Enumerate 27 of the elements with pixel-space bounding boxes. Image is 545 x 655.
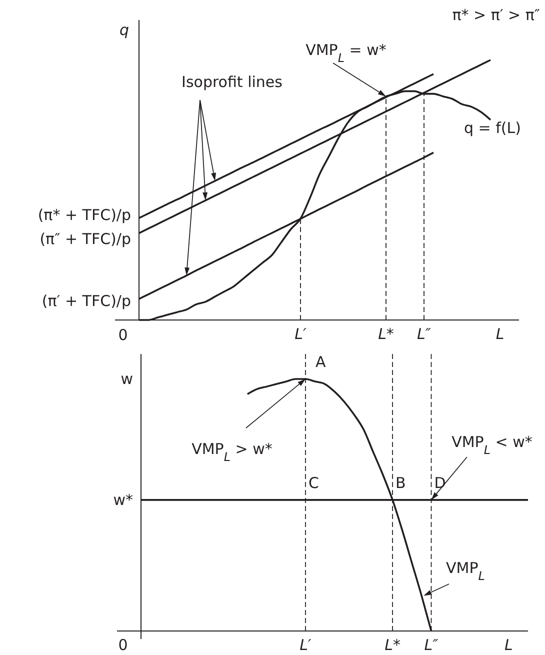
annotation: A xyxy=(315,353,326,371)
x-tick-label: L xyxy=(496,325,504,343)
annotation: C xyxy=(308,474,319,492)
series-label: q = f(L) xyxy=(464,119,521,137)
x-tick-label: L″ xyxy=(417,325,432,343)
annotation: D xyxy=(434,474,446,492)
x-tick-label: L′ xyxy=(300,636,312,654)
text: π* > π′ > π″ xyxy=(452,6,540,24)
text: (π′ + TFC)/p xyxy=(42,292,131,310)
x-tick-label: L* xyxy=(384,636,401,654)
x-tick-label: L xyxy=(504,636,513,654)
x-tick-label: L′ xyxy=(294,325,307,343)
annotation: VMP$_{L}$ = w* xyxy=(306,41,387,65)
x-tick-label: L″ xyxy=(424,636,439,654)
series-label: VMP$_{L}$ xyxy=(446,559,485,583)
annotation: Isoprofit lines xyxy=(182,73,283,91)
ref-line-label: w* xyxy=(113,490,134,509)
y-axis-title: q xyxy=(119,21,129,39)
annotation: VMP$_{L}$ < w* xyxy=(452,433,533,457)
text: (π″ + TFC)/p xyxy=(40,230,131,248)
x-tick-label: L* xyxy=(378,325,394,343)
text: 0 xyxy=(118,326,128,344)
annotation: B xyxy=(396,474,406,492)
text: w xyxy=(120,370,133,388)
text: 0 xyxy=(118,636,128,654)
text: (π* + TFC)/p xyxy=(38,206,131,224)
annotation: VMP$_{L}$ > w* xyxy=(192,440,273,464)
